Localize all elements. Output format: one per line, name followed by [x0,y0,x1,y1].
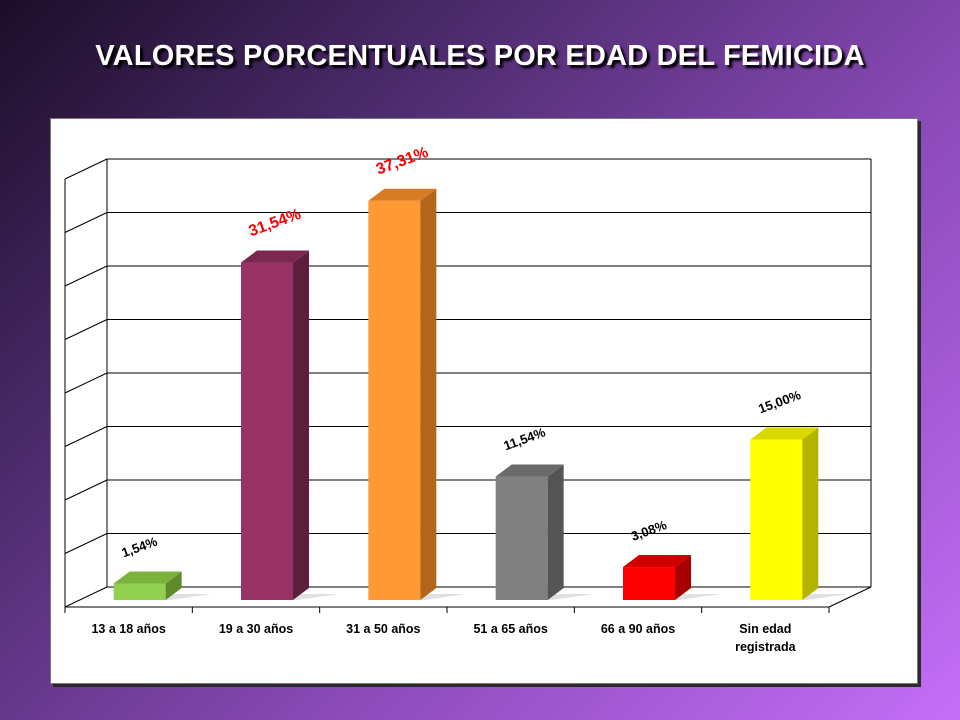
bar [113,571,212,600]
slide-title: VALORES PORCENTUALES POR EDAD DEL FEMICI… [95,40,865,72]
x-tick-label: registrada [735,640,796,654]
bar [241,250,339,600]
bar-top [495,464,564,477]
side-gridline [64,212,108,233]
side-gridline [64,158,108,180]
side-gridline [64,479,108,501]
data-label: 37,31% [374,144,431,179]
data-label: 15,00% [756,387,803,416]
bar [750,427,849,600]
x-tick-label: 51 a 65 años [473,622,547,636]
bar-side [420,188,437,600]
side-gridline [64,372,108,394]
bar-side [547,464,564,600]
bar-front [623,567,675,600]
side-gridline [64,426,108,447]
data-label: 3,08% [629,517,669,544]
bar-side [293,250,309,600]
bar-front [241,262,293,600]
bar-top [368,188,437,201]
floor-left-edge [64,586,108,608]
data-label: 1,54% [120,533,160,560]
bar-front [113,583,166,600]
bar-top [623,555,691,568]
x-tick-label: 66 a 90 años [601,622,675,636]
bar-top [113,571,182,584]
bar-front [495,476,548,600]
bars [113,188,849,600]
bar-side [165,571,182,600]
x-tick-label: 19 a 30 años [219,622,293,636]
x-tick-labels: 13 a 18 años 19 a 30 años 31 a 50 años 51 a… [91,622,796,654]
data-label: 11,54% [502,424,548,453]
bar-top [241,250,309,263]
data-labels: 1,54% 31,54% 37,31% 11,54% 3,08% 15,00% [120,144,804,560]
x-tick-label: Sin edad [739,622,791,636]
x-tick-label: 13 a 18 años [91,622,165,636]
gridlines [64,158,871,554]
bar-top [750,427,819,440]
x-tick-label: 31 a 50 años [346,622,420,636]
side-gridline [64,533,108,554]
bar [368,188,467,600]
side-gridline [64,319,108,340]
bar [495,464,594,600]
floor-right-edge [828,586,872,608]
bar-chart: 13 a 18 años 19 a 30 años 31 a 50 años 51 a… [64,144,872,654]
chart-frame: 13 a 18 años 19 a 30 años 31 a 50 años 51 a… [50,118,918,684]
data-label: 31,54% [247,206,304,241]
axes [64,159,872,613]
side-gridline [64,265,108,287]
bar-front [750,439,803,600]
bar-front [368,200,421,600]
bar-side [675,555,691,600]
bar-side [802,427,819,600]
bar [623,555,721,600]
